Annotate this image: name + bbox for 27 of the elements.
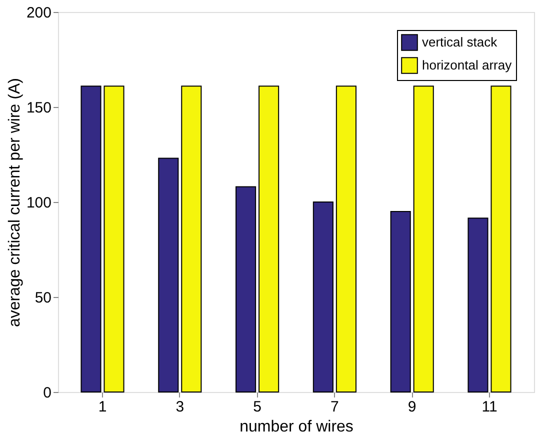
bar [104,86,124,392]
x-tick-label: 5 [253,398,262,416]
y-tick-label: 200 [26,4,52,22]
bar [236,186,256,392]
bar [181,86,202,392]
y-tick-label: 100 [26,194,52,212]
y-tick-label: 0 [43,384,52,402]
y-axis-title: average critical current per wire (A) [6,78,24,327]
x-tick-label: 11 [482,398,498,416]
bar [312,202,334,392]
bar [468,218,488,392]
legend-label: vertical stack [422,34,498,50]
bar [413,86,434,392]
x-tick-label: 9 [408,398,416,416]
bar [490,86,512,392]
x-tick-label: 1 [98,398,107,416]
y-tick-label: 150 [26,100,52,116]
x-tick-label: 7 [330,398,339,416]
x-tick-label: 3 [176,398,184,416]
legend-label: horizontal array [422,58,512,72]
y-tick-label: 50 [34,290,52,306]
bar [336,86,356,392]
bar [390,211,411,392]
bar [158,158,179,392]
bar [258,86,280,392]
bar [80,86,102,392]
x-axis-title: number of wires [240,418,354,436]
